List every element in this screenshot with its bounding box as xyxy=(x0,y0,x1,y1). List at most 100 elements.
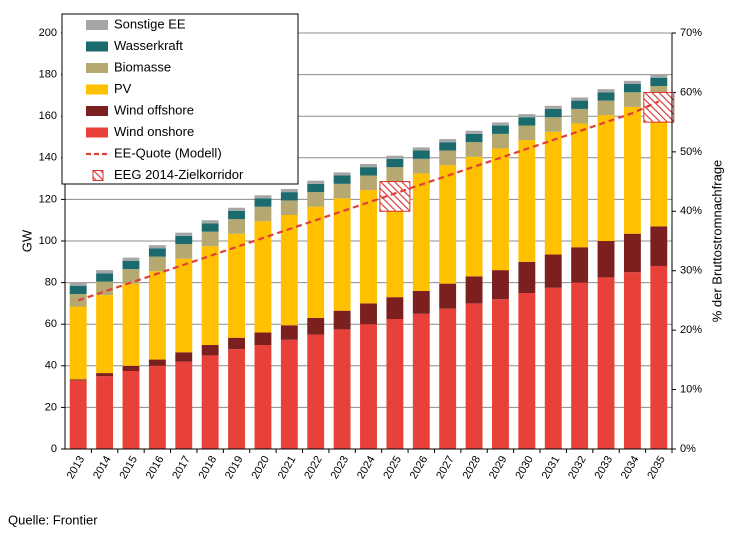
bar-segment xyxy=(96,273,114,282)
y-tick-label: 0 xyxy=(51,443,57,455)
bar-segment xyxy=(148,256,166,272)
y2-axis-label: % der Bruttostromnachfrage xyxy=(709,160,724,323)
y-tick-label: 160 xyxy=(39,110,57,122)
bar-segment xyxy=(571,100,589,109)
bar-segment xyxy=(518,140,536,262)
legend-label: Wind onshore xyxy=(114,124,194,139)
bar-segment xyxy=(492,133,509,149)
legend: Sonstige EE Wasserkraft Biomasse PV Wind off… xyxy=(61,13,299,185)
x-tick-label: 2032 xyxy=(566,454,589,481)
bar-segment xyxy=(544,254,562,288)
bar-segment xyxy=(360,303,377,325)
y-tick-label: 80 xyxy=(45,277,57,289)
bar-segment xyxy=(623,272,641,449)
legend-label: Biomasse xyxy=(114,59,171,74)
bar-segment xyxy=(201,355,219,449)
bar-segment xyxy=(175,232,193,236)
bar-segment xyxy=(333,198,351,311)
x-tick-label: 2015 xyxy=(117,454,140,481)
bar-segment xyxy=(412,158,430,174)
x-tick-label: 2013 xyxy=(65,454,88,481)
bar-segment xyxy=(597,92,615,101)
x-tick-label: 2023 xyxy=(329,454,352,481)
bar-segment xyxy=(148,245,166,249)
legend-label: EEG 2014-Zielkorridor xyxy=(114,167,244,182)
bar-segment xyxy=(571,282,589,449)
bar-segment xyxy=(254,221,272,333)
bar-segment xyxy=(492,122,509,126)
bar-segment xyxy=(201,345,219,356)
bar-segment xyxy=(254,195,272,199)
bar-segment xyxy=(175,361,193,449)
x-tick-label: 2016 xyxy=(144,454,167,481)
bar-segment xyxy=(228,349,245,449)
y2-tick-label: 20% xyxy=(680,324,702,336)
x-tick-label: 2017 xyxy=(170,454,193,481)
y2-tick-label: 40% xyxy=(680,205,702,217)
y-tick-label: 180 xyxy=(39,69,57,81)
bar-segment xyxy=(650,100,668,227)
bar-segment xyxy=(650,226,668,266)
x-tick-label: 2028 xyxy=(461,454,484,481)
bar-segment xyxy=(148,271,166,360)
bar-segment xyxy=(623,83,641,93)
bar-segment xyxy=(571,108,589,124)
y-axis-label: GW xyxy=(19,229,34,252)
bar-segment xyxy=(307,192,325,207)
bar-segment xyxy=(412,313,430,449)
x-tick-label: 2029 xyxy=(487,454,510,481)
bar-segment xyxy=(69,282,87,286)
bar-segment xyxy=(386,167,404,182)
bar-segment xyxy=(122,269,140,284)
bar-segment xyxy=(333,329,351,449)
bar-segment xyxy=(280,339,298,449)
bar-segment xyxy=(122,365,140,371)
bar-segment xyxy=(228,210,245,220)
x-tick-label: 2019 xyxy=(223,454,246,481)
legend-swatch xyxy=(92,170,104,181)
bar-segment xyxy=(412,173,430,291)
bar-segment xyxy=(544,287,562,449)
bar-segment xyxy=(333,172,351,176)
bar-segment xyxy=(412,147,430,151)
bar-segment xyxy=(254,198,272,207)
bar-segment xyxy=(623,80,641,84)
y-tick-label: 40 xyxy=(45,360,57,372)
bar-segment xyxy=(465,303,483,449)
bar-segment xyxy=(623,92,641,107)
bar-segment xyxy=(386,297,404,319)
legend-label: PV xyxy=(114,81,132,96)
y2-tick-label: 60% xyxy=(680,86,702,98)
bar-segment xyxy=(439,165,457,284)
legend-label: Wind offshore xyxy=(114,102,194,117)
bar-segment xyxy=(122,257,140,261)
y-tick-label: 60 xyxy=(45,318,57,330)
bar-segment xyxy=(412,290,430,314)
bar-segment xyxy=(228,219,245,234)
bar-segment xyxy=(412,150,430,159)
bar-segment xyxy=(175,258,193,353)
bar-segment xyxy=(333,310,351,330)
y-tick-label: 20 xyxy=(45,401,57,413)
bar-segment xyxy=(201,220,219,224)
legend-swatch xyxy=(86,41,108,52)
bar-segment xyxy=(518,261,536,293)
bar-segment xyxy=(650,77,668,87)
bar-segment xyxy=(360,167,377,176)
bar-segment xyxy=(492,125,509,134)
bar-segment xyxy=(333,183,351,199)
bar-segment xyxy=(623,106,641,234)
bar-segment xyxy=(439,283,457,309)
bar-segment xyxy=(201,223,219,232)
x-tick-label: 2026 xyxy=(408,454,431,481)
bar-segment xyxy=(96,373,114,377)
x-tick-label: 2014 xyxy=(91,454,114,481)
bar-segment xyxy=(254,345,272,449)
bar-segment xyxy=(228,233,245,338)
bar-segment xyxy=(69,306,87,380)
bar-segment xyxy=(597,241,615,278)
legend-swatch xyxy=(86,127,108,138)
bar-segment xyxy=(544,131,562,255)
bar-segment xyxy=(386,155,404,159)
